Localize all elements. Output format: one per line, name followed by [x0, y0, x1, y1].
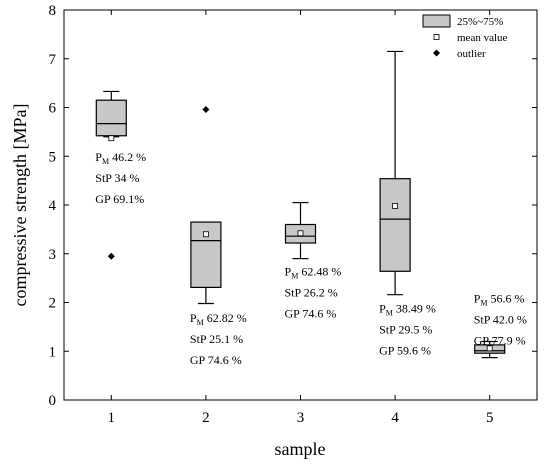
- legend-label: 25%~75%: [457, 16, 503, 28]
- y-axis-title: compressive strength [MPa]: [10, 104, 30, 307]
- x-tick-label: 5: [486, 410, 494, 426]
- box-sample-3: PM 62.48 % StP 26.2 % GP 74.6 %: [285, 201, 342, 321]
- annotation-line: PM 62.48 %: [285, 265, 342, 281]
- box-sample-5: PM 56.6 % StP 42.0 % GP 77.9 %: [474, 292, 527, 359]
- legend-entry: mean value: [433, 32, 508, 44]
- iqr-box: [379, 178, 411, 272]
- y-tick-label: 3: [49, 247, 57, 263]
- y-tick-label: 0: [49, 393, 57, 409]
- box-sample-4: PM 38.49 % StP 29.5 % GP 59.6 %: [379, 50, 436, 357]
- annotation-line: StP 26.2 %: [285, 286, 338, 300]
- legend-mean-swatch: [433, 34, 440, 40]
- mean-marker: [486, 345, 493, 352]
- x-tick-label: 1: [108, 410, 116, 426]
- box-sample-2: PM 62.82 % StP 25.1 % GP 74.6 %: [190, 105, 247, 367]
- y-tick-label: 6: [49, 101, 57, 117]
- mean-marker: [297, 230, 304, 237]
- y-tick-label: 1: [49, 344, 57, 360]
- legend-label: outlier: [457, 48, 486, 60]
- annotation-line: StP 25.1 %: [190, 332, 243, 346]
- annotation-line: StP 29.5 %: [379, 322, 432, 336]
- annotation-line: PM 38.49 %: [379, 301, 436, 317]
- annotation-line: PM 56.6 %: [474, 292, 525, 308]
- x-tick-label: 3: [297, 410, 305, 426]
- box-sample-1: PM 46.2 % StP 34 % GP 69.1%: [95, 90, 146, 260]
- annotation-line: StP 34 %: [95, 171, 139, 185]
- legend-outlier-swatch: [433, 49, 440, 57]
- iqr-box: [95, 99, 127, 137]
- annotation-line: PM 62.82 %: [190, 311, 247, 327]
- iqr-box: [190, 221, 222, 288]
- y-tick-label: 7: [49, 52, 57, 68]
- x-axis-title: sample: [275, 439, 326, 459]
- annotation-line: GP 59.6 %: [379, 343, 431, 357]
- annotation-line: StP 42.0 %: [474, 313, 527, 327]
- outlier-marker: [202, 105, 210, 113]
- legend-entry: 25%~75%: [422, 14, 503, 28]
- mean-marker: [108, 135, 115, 142]
- y-tick-label: 4: [49, 198, 57, 214]
- annotation-line: GP 77.9 %: [474, 334, 526, 348]
- mean-marker: [392, 203, 399, 209]
- legend-label: mean value: [457, 32, 508, 44]
- outlier-marker: [107, 252, 115, 260]
- annotation-line: PM 46.2 %: [95, 150, 146, 166]
- annotation-line: GP 74.6 %: [190, 353, 242, 367]
- legend: 25%~75% mean value outlier: [422, 14, 508, 60]
- annotation-line: GP 69.1%: [95, 192, 144, 206]
- y-tick-label: 8: [49, 3, 57, 19]
- x-tick-label: 4: [391, 410, 399, 426]
- legend-entry: outlier: [433, 48, 486, 60]
- x-tick-label: 2: [202, 410, 210, 426]
- y-tick-label: 2: [49, 296, 57, 312]
- mean-marker: [202, 231, 209, 238]
- annotation-line: GP 74.6 %: [285, 307, 337, 321]
- legend-box-swatch: [422, 14, 451, 28]
- y-tick-label: 5: [49, 149, 57, 165]
